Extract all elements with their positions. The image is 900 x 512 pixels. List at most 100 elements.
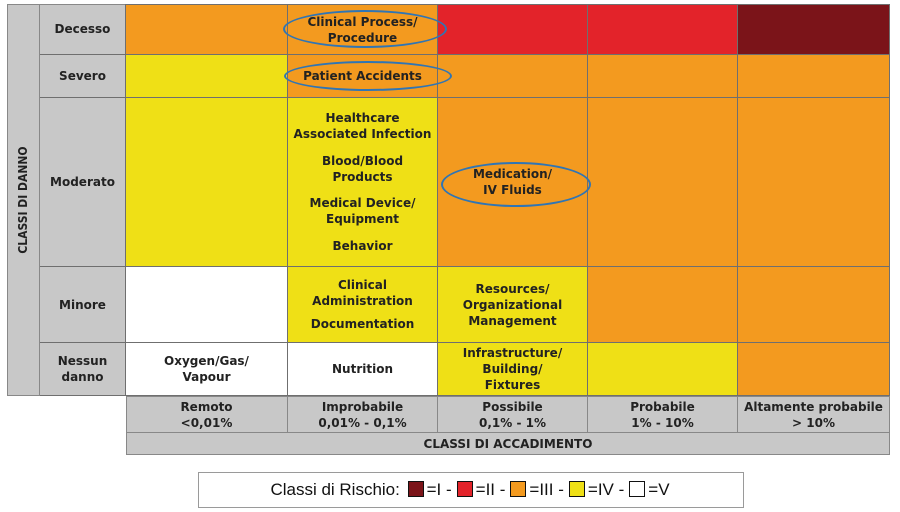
cell-label-clinical-administration: Clinical Administration [312,277,413,309]
column-label-remoto: Remoto <0,01% [126,396,288,433]
cell-label-behavior-line: Behavior [332,238,393,253]
legend-text-iii: =III - [529,480,564,499]
matrix-cell-r1-c3 [588,55,738,98]
legend-colon: : [395,480,405,499]
matrix-cell-r1-c4 [738,55,890,98]
cell-label-oxygen-gas-vapour-line: Oxygen/Gas/ [164,354,249,368]
row-label-line: Severo [59,69,106,83]
cell-label-nutrition-line: Nutrition [332,362,393,376]
matrix-cell-r3-c3 [588,267,738,343]
matrix-cell-r2-c0 [126,98,288,267]
cell-label-infrastructure-building-fixtures-line: Fixtures [484,378,541,392]
matrix-cell-r4-c3 [588,343,738,396]
row-label-text: Minore [59,297,106,313]
legend-text-iv: =IV - [587,480,625,499]
row-label-minore: Minore [40,267,126,343]
highlight-ellipse-clinical-process [283,10,447,48]
row-label-line: Nessun [57,354,108,368]
column-range: 0,1% - 1% [479,415,546,430]
row-label-line: Minore [59,297,106,312]
legend-text-ii: =II - [475,480,506,499]
cell-label-medical-device-equipment: Medical Device/Equipment [310,195,416,227]
cell-label-resources-organizational-management-line: Management [468,313,557,328]
column-name: Improbabile [321,399,404,414]
column-range: > 10% [792,415,835,430]
column-label-probabile: Probabile 1% - 10% [588,396,738,433]
column-range: 1% - 10% [631,415,694,430]
cell-label-behavior: Behavior [332,238,392,254]
row-label-line: Decesso [54,22,111,36]
cell-label-documentation: Documentation [311,316,415,332]
cell-label-infrastructure-building-fixtures: Infrastructure/Building/Fixtures [463,345,562,393]
legend-swatch-iv [568,481,585,497]
matrix-cell-r4-c0: Oxygen/Gas/Vapour [126,343,288,396]
row-label-text: Decesso [55,21,111,37]
row-label-text: Severo [59,68,106,84]
cell-label-healthcare-associated-infection-line: Healthcare [325,111,400,126]
matrix-cell-r2-c3 [588,98,738,267]
row-label-text: Nessun danno [58,353,108,385]
column-range: 0,01% - 0,1% [318,415,407,430]
highlight-ellipse-medication [441,162,591,207]
row-label-decesso: Decesso [40,4,126,55]
legend-text-v: =V [648,480,670,499]
x-axis-title: CLASSI DI ACCADIMENTO [423,437,593,451]
row-label-text: Moderato [50,174,115,190]
cell-label-medical-device-equipment-line: Medical Device/ [309,196,416,211]
cell-label-blood-blood-products-line: Blood/Blood [321,153,404,168]
legend-text-i: =I - [426,480,452,499]
column-label-improbabile: Improbabile 0,01% - 0,1% [288,396,438,433]
cell-label-healthcare-associated-infection: Healthcare Associated Infection [294,110,432,142]
column-name: Possibile [482,399,543,414]
column-name: Altamente probabile [744,399,883,414]
row-label-moderato: Moderato [40,98,126,267]
cell-label-documentation-line: Documentation [310,317,415,332]
cell-label-blood-blood-products: Blood/Blood Products [322,153,403,185]
legend-swatch-ii [456,481,473,497]
matrix-cell-r0-c0 [126,4,288,55]
y-axis-title-text: CLASSI DI DANNO [16,146,30,254]
column-label-possibile: Possibile 0,1% - 1% [438,396,588,433]
column-name: Probabile [630,399,695,414]
cell-label-resources-organizational-management-line: Organizational [462,297,563,312]
matrix-cell-r2-c1: Healthcare Associated Infection Blood/Bloo… [288,98,438,267]
legend-swatch-iii [510,481,527,497]
column-range: <0,01% [180,415,233,430]
matrix-cell-r4-c2: Infrastructure/Building/Fixtures [438,343,588,396]
matrix-cell-r4-c1: Nutrition [288,343,438,396]
row-label-nessun-danno: Nessun danno [40,343,126,396]
cell-label-oxygen-gas-vapour-line: Vapour [182,370,231,384]
cell-label-resources-organizational-management: Resources/Organizational Management [463,281,562,329]
cell-label-oxygen-gas-vapour: Oxygen/Gas/Vapour [164,353,249,385]
highlight-ellipse-patient-accidents [284,61,452,91]
row-label-column [40,4,126,396]
matrix-cell-r0-c2 [438,4,588,55]
matrix-cell-r3-c4 [738,267,890,343]
row-label-line: danno [61,370,104,384]
column-name: Remoto [180,399,233,414]
cell-label-resources-organizational-management-line: Resources/ [475,281,550,296]
legend-title: Classi di Rischio [270,480,396,499]
matrix-cell-r0-c4 [738,4,890,55]
legend-swatch-v [629,481,646,497]
cell-label-nutrition: Nutrition [332,361,393,377]
cell-label-blood-blood-products-line: Products [332,169,393,184]
cell-label-infrastructure-building-fixtures-line: Building/ [482,362,543,376]
legend-swatch-i [407,481,424,497]
row-label-severo: Severo [40,55,126,98]
matrix-cell-r1-c2 [438,55,588,98]
x-axis-band [126,433,890,455]
legend-entries: =I - =II - =III - =IV - =V [405,480,672,500]
matrix-cell-r4-c4 [738,343,890,396]
matrix-cell-r1-c0 [126,55,288,98]
column-label-altamente-probabile: Altamente probabile > 10% [738,396,890,433]
cell-label-clinical-administration-line: Clinical [337,277,387,292]
matrix-cell-r0-c3 [588,4,738,55]
matrix-cell-r3-c2: Resources/Organizational Management [438,267,588,343]
matrix-cell-r2-c4 [738,98,890,267]
cell-label-medical-device-equipment-line: Equipment [326,212,399,227]
cell-label-clinical-administration-line: Administration [312,293,413,308]
row-label-line: Moderato [50,175,115,189]
cell-label-infrastructure-building-fixtures-line: Infrastructure/ [462,346,563,360]
y-axis-band [7,4,40,396]
